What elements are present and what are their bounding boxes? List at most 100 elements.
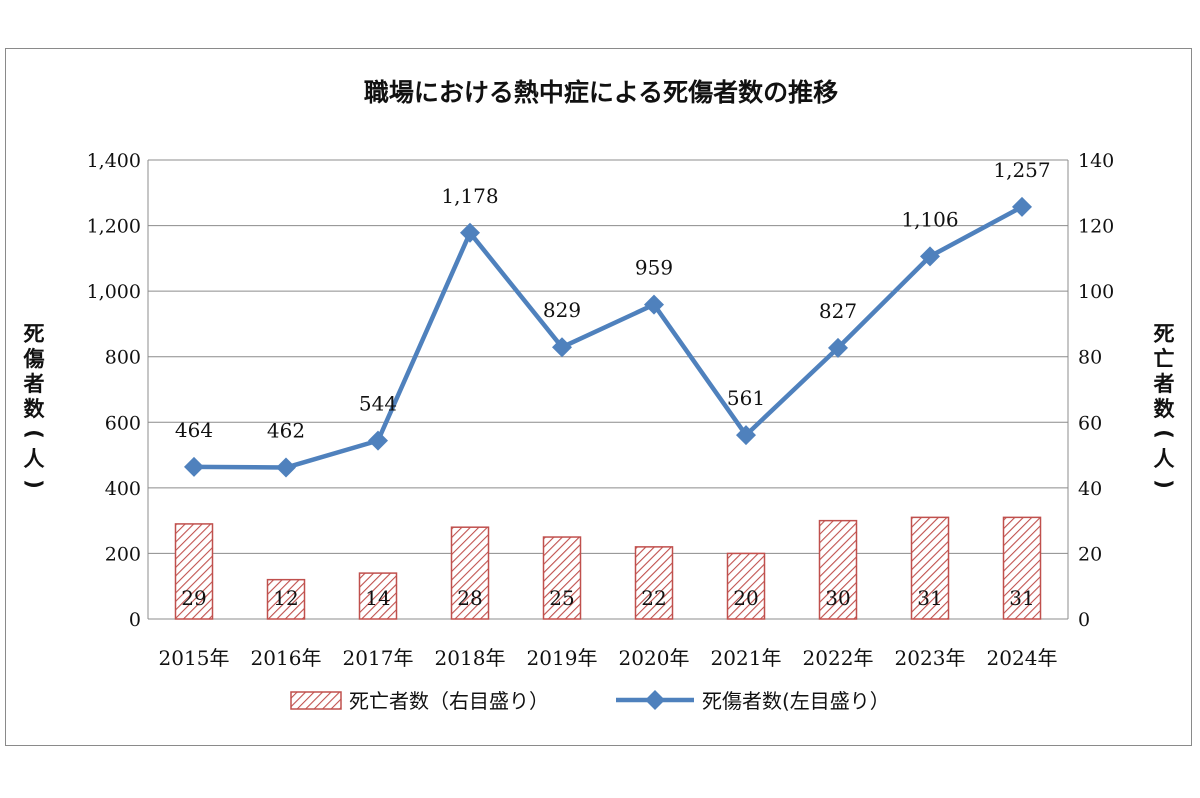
axis-title-char: (	[22, 429, 46, 439]
right-tick-label: 20	[1078, 543, 1102, 565]
line-value-label: 561	[727, 386, 765, 410]
left-axis-title: 死傷者数 ( 人)	[22, 322, 46, 489]
category-label: 2022年	[803, 646, 874, 670]
bar	[542, 536, 582, 620]
left-tick-label: 200	[105, 543, 141, 565]
bar	[818, 519, 858, 620]
axis-title-char: (	[1152, 429, 1176, 439]
axis-title-char: )	[22, 479, 46, 489]
axis-title-char: 亡	[1154, 347, 1175, 371]
left-tick-label: 0	[129, 609, 141, 631]
line-marker	[184, 456, 204, 477]
axis-title-char: 死	[1154, 322, 1175, 346]
right-tick-label: 40	[1078, 478, 1102, 500]
line-value-label: 544	[359, 392, 397, 416]
left-tick-label: 1,200	[87, 216, 141, 238]
line-value-label: 1,178	[441, 184, 498, 208]
bar	[174, 523, 214, 620]
axis-title-char: 者	[24, 372, 45, 396]
category-label: 2021年	[711, 646, 782, 670]
line-series-group	[184, 196, 1032, 478]
line-value-label: 959	[635, 256, 673, 280]
bar	[634, 546, 674, 620]
category-label: 2018年	[435, 646, 506, 670]
axis-title-char: 傷	[23, 347, 45, 371]
category-label: 2019年	[527, 646, 598, 670]
bar-value-label: 25	[549, 586, 574, 610]
grid-lines	[147, 159, 1069, 620]
category-label: 2015年	[159, 646, 230, 670]
chart-title: 職場における熱中症による死傷者数の推移	[364, 78, 838, 107]
bar-labels-group: 29 12 14 28 25 22 20 30 31 31	[181, 586, 1034, 610]
right-tick-label: 80	[1078, 347, 1102, 369]
right-tick-label: 60	[1078, 412, 1102, 434]
category-label: 2023年	[895, 646, 966, 670]
line-labels-group: 464 462 544 1,178 829 959 561 827 1,106 1,257	[175, 158, 1051, 443]
line-marker	[828, 337, 848, 358]
legend-line-label: 死傷者数(左目盛り）	[702, 689, 890, 713]
axis-title-char: 人	[24, 447, 45, 471]
axis-title-char: 数	[24, 397, 46, 421]
line-marker	[368, 430, 388, 451]
chart-svg: 職場における熱中症による死傷者数の推移 29 12 14 28 25 22 20 30 31 31…	[22, 78, 1176, 713]
left-tick-label: 1,400	[87, 150, 141, 172]
line-marker	[736, 425, 756, 446]
category-label: 2016年	[251, 646, 322, 670]
category-label: 2017年	[343, 646, 414, 670]
bar-value-label: 29	[181, 586, 206, 610]
left-tick-label: 600	[105, 412, 141, 434]
axis-title-char: 死	[24, 322, 45, 346]
axis-title-char: 数	[1154, 397, 1176, 421]
line-marker	[920, 246, 940, 267]
line-marker	[644, 294, 664, 315]
legend-bar-label: 死亡者数（右目盛り）	[349, 689, 549, 713]
bar-value-label: 22	[641, 586, 666, 610]
right-axis-title: 死亡者数 ( 人)	[1152, 322, 1176, 489]
left-axis-ticks: 0 200 400 600 800 1,000 1,200 1,400	[87, 150, 141, 631]
left-tick-label: 400	[105, 478, 141, 500]
category-axis-labels: 2015年 2016年 2017年 2018年 2019年 2020年 2021年 2022年…	[159, 646, 1058, 670]
bar	[1002, 516, 1042, 620]
line-value-label: 464	[175, 418, 213, 442]
left-tick-label: 1,000	[87, 281, 141, 303]
bar	[726, 552, 766, 620]
legend: 死亡者数（右目盛り） 死傷者数(左目盛り）	[290, 689, 890, 713]
bar	[266, 578, 306, 620]
bar	[910, 516, 950, 620]
bar-value-label: 12	[273, 586, 298, 610]
bar	[358, 572, 398, 620]
line-marker	[460, 222, 480, 243]
bar-value-label: 14	[365, 586, 390, 610]
bar-value-label: 28	[457, 586, 482, 610]
legend-line-marker	[645, 690, 665, 710]
axis-titles: 死傷者数(人)死亡者数(人)	[22, 322, 1176, 489]
bar-value-label: 31	[1009, 586, 1034, 610]
axis-title-char: 人	[1154, 447, 1175, 471]
line-value-label: 1,106	[901, 207, 958, 231]
category-label: 2020年	[619, 646, 690, 670]
right-axis-ticks: 0 20 40 60 80 100 120 140	[1078, 150, 1114, 631]
chart-frame: 職場における熱中症による死傷者数の推移 29 12 14 28 25 22 20 30 31 31…	[5, 48, 1192, 746]
line-marker	[552, 337, 572, 358]
bar-value-label: 20	[733, 586, 758, 610]
line-marker	[276, 457, 296, 478]
bar	[450, 526, 490, 620]
category-label: 2024年	[987, 646, 1058, 670]
right-tick-label: 100	[1078, 281, 1114, 303]
line-value-label: 827	[819, 299, 857, 323]
line-value-label: 1,257	[993, 158, 1050, 182]
legend-bar-swatch	[290, 691, 342, 710]
axis-title-char: 者	[1154, 372, 1175, 396]
line-value-label: 462	[267, 419, 305, 443]
axis-title-char: )	[1152, 479, 1176, 489]
bars-group	[174, 516, 1042, 620]
line-series	[193, 204, 1024, 470]
right-tick-label: 140	[1078, 150, 1114, 172]
bar-value-label: 30	[825, 586, 850, 610]
bar-value-label: 31	[917, 586, 942, 610]
right-tick-label: 120	[1078, 216, 1114, 238]
right-tick-label: 0	[1078, 609, 1090, 631]
line-marker	[1012, 196, 1032, 217]
left-tick-label: 800	[105, 347, 141, 369]
line-value-label: 829	[543, 298, 581, 322]
